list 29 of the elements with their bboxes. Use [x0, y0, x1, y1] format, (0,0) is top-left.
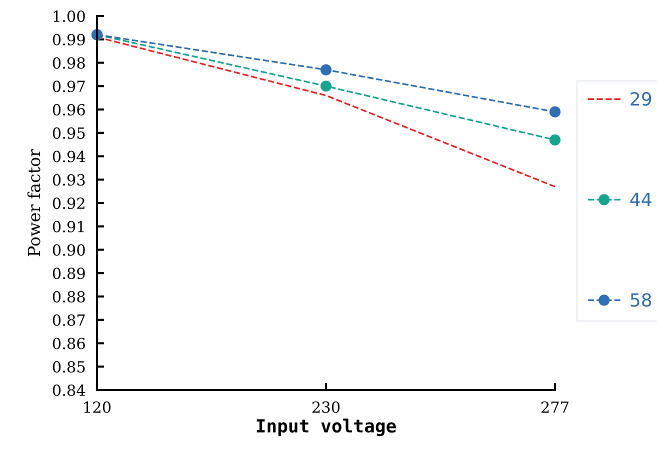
x-tick-label: 230 — [312, 401, 340, 413]
legend-label: 58 — [630, 293, 652, 307]
x-tick-label: 120 — [84, 401, 111, 413]
y-tick-label: 0.90 — [52, 244, 85, 256]
y-tick-label: 0.94 — [52, 150, 86, 162]
y-tick-label: 0.88 — [52, 290, 85, 303]
y-tick-label: 1.00 — [54, 10, 85, 22]
y-tick-label: 0.91 — [52, 220, 84, 232]
point — [320, 64, 332, 76]
x-axis-title: Input voltage — [256, 418, 396, 436]
point — [549, 106, 561, 118]
y-tick-label: 0.89 — [52, 268, 85, 280]
legend-label: 29 — [630, 92, 652, 106]
y-tick-label: 0.98 — [52, 57, 85, 69]
y-tick-label: 0.92 — [52, 197, 84, 210]
point — [320, 80, 332, 92]
x-tick-label: 277 — [541, 401, 568, 413]
y-tick-label: 0.86 — [52, 338, 85, 350]
y-tick-label: 0.97 — [52, 80, 85, 92]
y-tick-label: 0.93 — [52, 174, 85, 186]
legend-label: 44 — [630, 192, 652, 206]
y-tick-label: 0.96 — [52, 104, 85, 116]
y-tick-label: 0.84 — [52, 384, 86, 396]
y-tick-label: 0.87 — [52, 314, 85, 326]
point — [549, 134, 561, 146]
y-tick-label: 0.85 — [52, 361, 85, 373]
y-tick-label: 0.95 — [52, 127, 85, 139]
y-tick-label: 0.99 — [52, 34, 85, 46]
y-axis-title: Power factor — [27, 148, 40, 256]
